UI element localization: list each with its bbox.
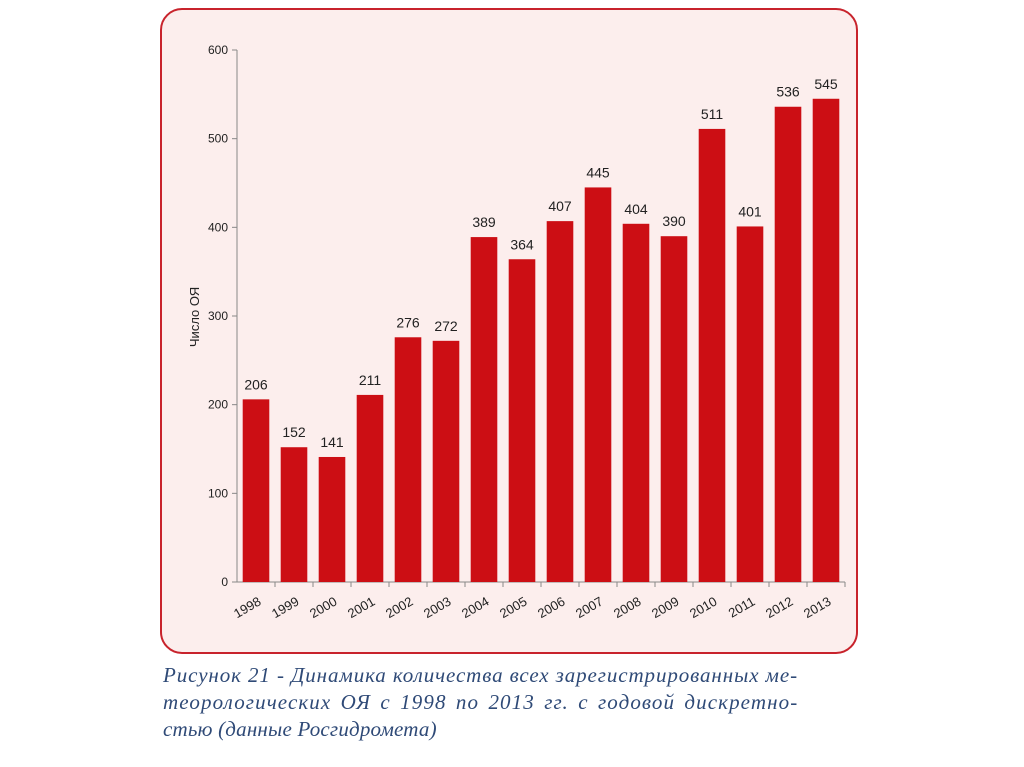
x-tick-label-2013: 2013 [801,594,834,621]
chart-data-labels: 206 152 141 211 276 272 389 364 407 445 404 390 511 4… [244,76,838,450]
data-label-1999: 152 [282,424,306,440]
data-label-2005: 364 [510,236,534,252]
bar-2010 [698,128,726,582]
bar-2000 [318,456,346,582]
data-label-2010: 511 [701,106,724,122]
data-label-2006: 407 [548,198,572,214]
data-label-2012: 536 [776,84,800,100]
figure-caption: Рисунок 21 - Динамика количества всех за… [163,662,863,743]
y-tick-label: 300 [208,309,228,323]
data-label-2011: 401 [738,203,762,219]
data-label-2007: 445 [586,164,610,180]
data-label-2003: 272 [434,318,458,334]
x-tick-label-2012: 2012 [763,594,796,621]
bar-chart: 206 152 141 211 276 272 389 364 407 445 404 390 511 4… [187,43,846,621]
x-tick-label-2009: 2009 [649,594,682,621]
x-tick-label-2005: 2005 [497,594,530,621]
caption-line-3: стью (данные Росгидромета) [163,717,437,741]
x-tick-label-1998: 1998 [231,594,264,621]
x-tick-label-2006: 2006 [535,594,568,621]
bar-2002 [394,337,422,582]
data-label-2004: 389 [472,214,496,230]
data-label-2001: 211 [359,372,382,388]
chart-y-tick-labels: 0 100 200 300 400 500 600 [208,43,228,589]
bar-2012 [774,106,802,582]
bar-2007 [584,187,612,582]
y-tick-label: 500 [208,132,228,146]
bar-1998 [242,399,270,582]
x-tick-label-2003: 2003 [421,594,454,621]
bar-2009 [660,236,688,582]
x-tick-label-1999: 1999 [269,594,302,621]
bar-2001 [356,394,384,582]
data-label-1998: 206 [244,376,268,392]
bar-1999 [280,447,308,582]
bar-2003 [432,340,460,582]
bar-2005 [508,259,536,582]
bar-2013 [812,98,840,583]
chart-x-tick-labels: 1998 1999 2000 2001 2002 2003 2004 2005 2006 2007… [231,594,834,621]
x-tick-label-2007: 2007 [573,594,606,621]
bar-2006 [546,221,574,583]
x-tick-label-2004: 2004 [459,594,492,621]
bar-2008 [622,223,650,582]
x-tick-label-2008: 2008 [611,594,644,621]
y-tick-label: 200 [208,398,228,412]
bar-2004 [470,237,498,582]
caption-line-1: Рисунок 21 - Динамика количества всех за… [163,663,798,687]
data-label-2009: 390 [662,213,686,229]
y-tick-label: 0 [221,575,228,589]
data-label-2013: 545 [814,76,838,92]
y-tick-label: 100 [208,486,228,500]
y-axis-label: Число ОЯ [187,287,202,347]
x-tick-label-2011: 2011 [726,594,758,621]
y-tick-label: 600 [208,43,228,57]
x-tick-label-2000: 2000 [307,594,340,621]
data-label-2008: 404 [624,201,648,217]
data-label-2000: 141 [320,434,344,450]
x-tick-label-2001: 2001 [345,594,378,621]
x-tick-label-2002: 2002 [383,594,416,621]
bar-2011 [736,226,764,583]
y-tick-label: 400 [208,220,228,234]
x-tick-label-2010: 2010 [687,594,720,621]
caption-line-2: теорологических ОЯ с 1998 по 2013 гг. с … [163,690,799,714]
chart-bars [242,98,840,583]
data-label-2002: 276 [396,314,420,330]
